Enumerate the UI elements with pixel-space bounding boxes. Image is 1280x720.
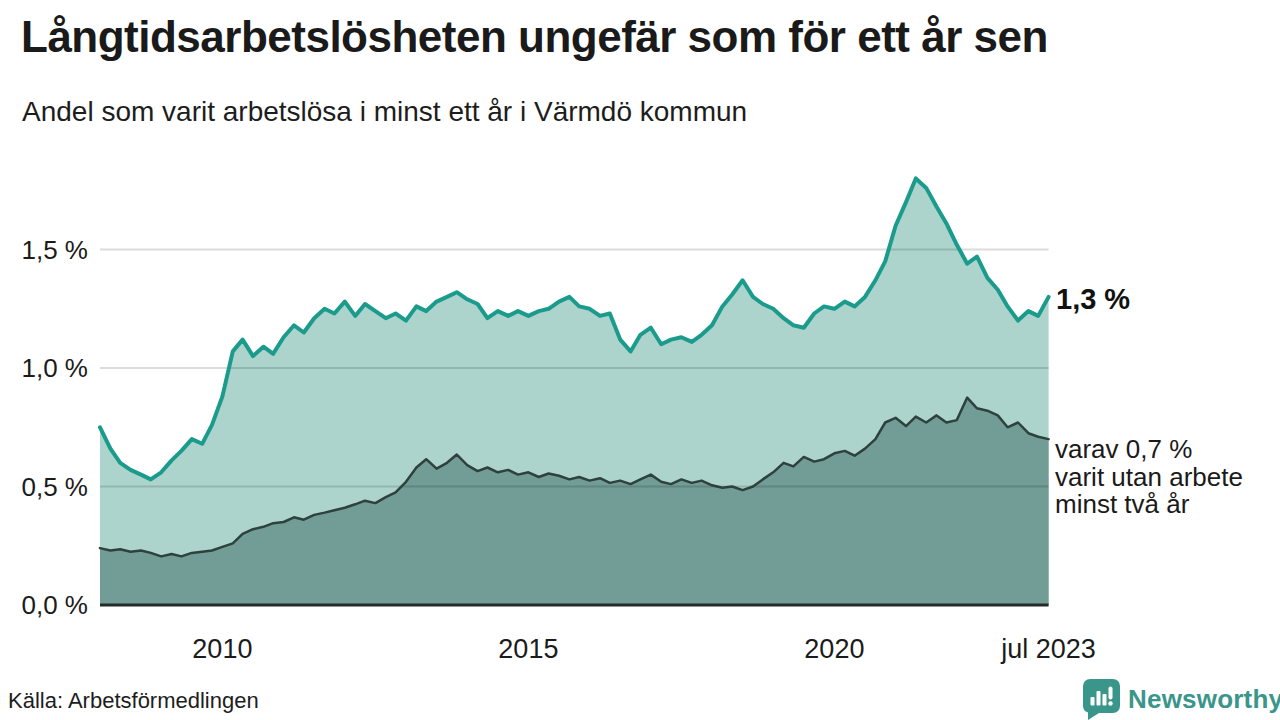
source-label: Källa: Arbetsförmedlingen: [8, 688, 259, 714]
newsworthy-icon: [1081, 678, 1121, 720]
y-axis-label: 0,5 %: [8, 472, 88, 502]
area-chart: [0, 0, 1280, 720]
secondary-annotation-line: varav 0,7 %: [1055, 436, 1243, 464]
x-axis-label: 2020: [804, 634, 864, 665]
x-axis-label: jul 2023: [1001, 634, 1096, 665]
y-axis-label: 1,5 %: [8, 235, 88, 265]
secondary-annotation-line: minst två år: [1055, 491, 1243, 519]
y-axis-label: 1,0 %: [8, 353, 88, 383]
latest-value-label: 1,3 %: [1056, 284, 1130, 315]
brand-logo: Newsworthy: [1081, 678, 1280, 720]
x-axis-label: 2015: [498, 634, 558, 665]
secondary-annotation-line: varit utan arbete: [1055, 464, 1243, 492]
y-axis-label: 0,0 %: [8, 590, 88, 620]
x-axis-label: 2010: [192, 634, 252, 665]
secondary-annotation: varav 0,7 % varit utan arbete minst två …: [1055, 436, 1243, 519]
chart-page: Långtidsarbetslösheten ungefär som för e…: [0, 0, 1280, 720]
brand-name: Newsworthy: [1128, 684, 1280, 715]
